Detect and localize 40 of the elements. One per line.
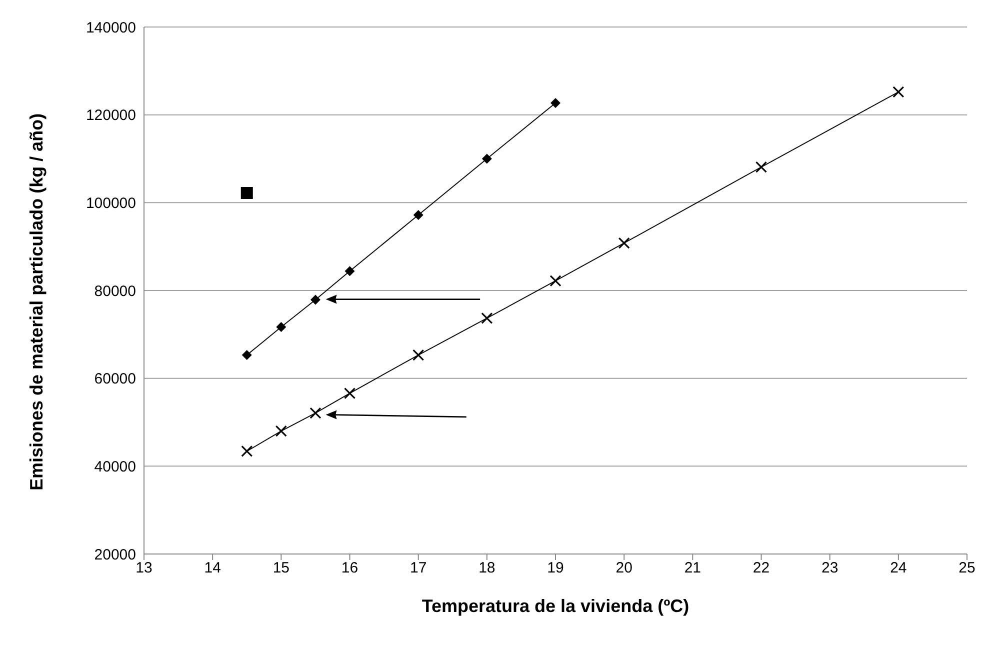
point <box>310 407 322 419</box>
point <box>240 187 253 200</box>
y-tick-label: 40000 <box>94 458 136 476</box>
x-tick-label: 23 <box>821 560 838 577</box>
point <box>275 425 287 437</box>
point <box>276 322 286 332</box>
point <box>241 445 253 458</box>
y-tick-label: 140000 <box>86 19 136 36</box>
x-tick-label: 20 <box>616 560 632 577</box>
point <box>242 350 252 360</box>
x-tick-label: 13 <box>136 560 152 577</box>
x-tick-label: 19 <box>547 560 564 577</box>
point <box>550 98 560 108</box>
x-tick-label: 18 <box>478 560 496 577</box>
point <box>412 349 424 361</box>
x-tick-label: 15 <box>272 560 290 577</box>
point <box>892 86 904 98</box>
x-tick-label: 14 <box>204 560 221 577</box>
point <box>310 294 320 305</box>
point <box>344 387 356 400</box>
point <box>413 210 424 220</box>
y-tick-label: 20000 <box>94 546 136 564</box>
point <box>550 275 562 287</box>
point <box>618 237 630 249</box>
x-axis-title: Temperatura de la vivienda (ºC) <box>422 596 690 616</box>
point <box>755 161 768 173</box>
point <box>481 312 493 324</box>
x-tick-label: 21 <box>684 560 702 577</box>
point <box>482 154 492 164</box>
point <box>344 266 355 276</box>
y-tick-label: 80000 <box>94 282 136 300</box>
x-tick-label: 22 <box>752 560 770 577</box>
y-tick-label: 60000 <box>94 370 136 388</box>
y-tick-label: 100000 <box>86 194 136 212</box>
x-tick-label: 17 <box>410 560 427 577</box>
y-tick-label: 120000 <box>86 107 136 124</box>
x-tick-label: 16 <box>341 560 358 577</box>
x-tick-label: 24 <box>890 560 907 577</box>
y-axis-title: Emisiones de material particulado (kg / año) <box>26 113 46 490</box>
x-tick-label: 25 <box>958 560 976 577</box>
